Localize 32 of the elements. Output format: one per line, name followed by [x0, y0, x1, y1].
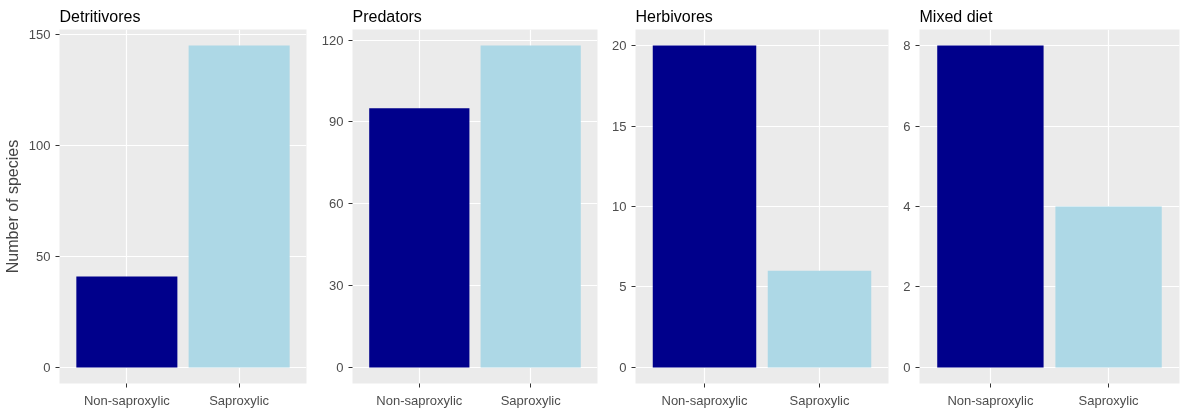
x-tick-label: Non-saproxylic	[83, 392, 171, 408]
y-tick-label: 50	[36, 248, 51, 264]
y-tick-label: 90	[329, 114, 344, 130]
x-tick-label: Saproxylic	[1078, 392, 1140, 408]
x-tick-label: Saproxylic	[209, 392, 270, 408]
chart-title: Detritivores	[59, 7, 141, 25]
y-tick-label: 60	[329, 196, 344, 212]
y-tick-label: 15	[612, 118, 627, 134]
y-tick-label: 20	[612, 38, 627, 54]
y-tick-label: 0	[619, 359, 627, 375]
x-tick-label: Non-saproxylic	[661, 392, 748, 408]
y-tick-label: 8	[903, 38, 911, 54]
y-tick-label: 2	[903, 279, 911, 295]
y-axis-title: Number of species	[3, 139, 21, 274]
y-tick-label: 5	[619, 279, 627, 295]
y-tick-label: 6	[903, 118, 911, 134]
y-tick-label: 150	[28, 26, 51, 42]
y-tick-label: 4	[903, 199, 911, 214]
x-tick-label: Non-saproxylic	[376, 392, 463, 408]
chart-title: Herbivores	[635, 7, 713, 25]
y-tick-label: 100	[28, 137, 51, 153]
x-tick-label: Saproxylic	[789, 392, 850, 408]
y-tick-label: 120	[321, 32, 344, 48]
x-tick-label: Saproxylic	[500, 392, 562, 408]
chart-title: Mixed diet	[919, 7, 993, 25]
y-tick-label: 30	[329, 278, 344, 294]
x-tick-label: Non-saproxylic	[947, 392, 1034, 408]
y-tick-label: 0	[43, 359, 51, 375]
chart-title: Predators	[352, 7, 422, 25]
y-tick-label: 0	[336, 359, 344, 375]
y-tick-label: 0	[903, 359, 911, 375]
y-tick-label: 10	[612, 199, 627, 214]
